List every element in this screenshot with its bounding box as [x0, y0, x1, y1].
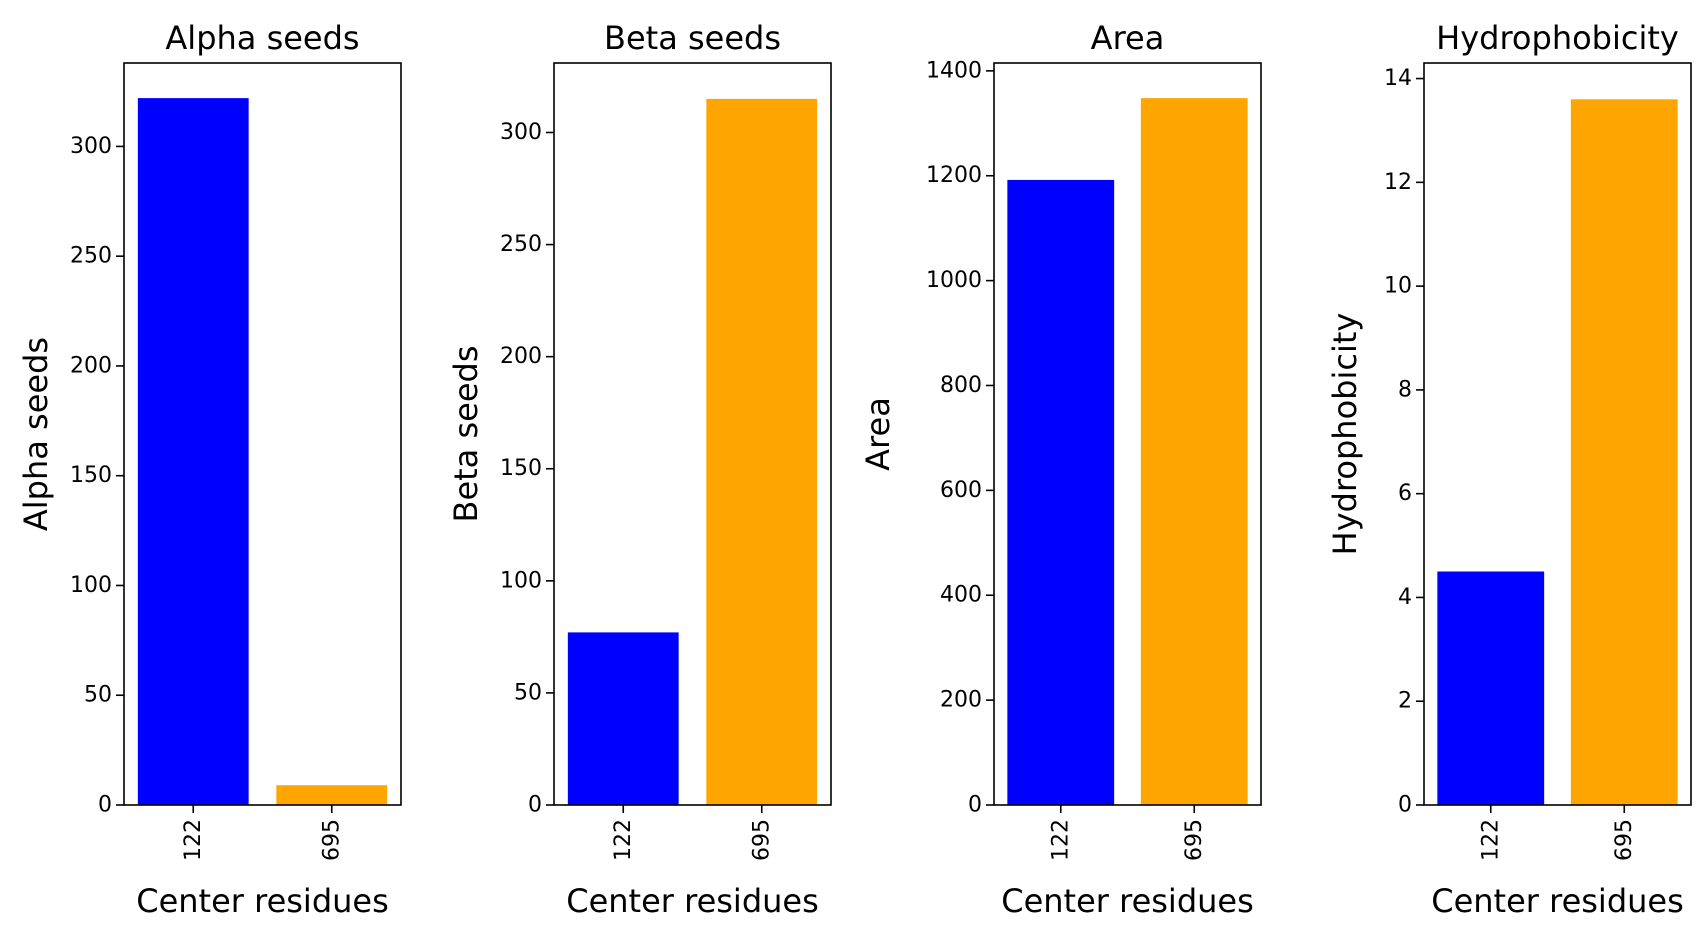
bar-695: [1570, 99, 1678, 806]
y-tick-label: 0: [98, 793, 112, 818]
axes-frame: [993, 62, 1262, 806]
subplot-3: 0 200 400 600 800 1000 1200 1400 122 695 Area Cente…: [859, 19, 1262, 920]
y-tick-label: 800: [940, 373, 982, 398]
y-tick-label: 10: [1384, 274, 1412, 299]
y-tick-label: 2: [1398, 689, 1412, 714]
x-tick-label: 695: [1182, 819, 1207, 861]
y-tick-label: 8: [1398, 377, 1412, 402]
y-tick-label: 250: [500, 232, 542, 257]
bar-122: [137, 98, 249, 805]
x-tick-label: 122: [611, 819, 636, 861]
axes-frame: [553, 62, 832, 806]
bar-695: [706, 98, 818, 806]
y-tick-label: 400: [940, 583, 982, 608]
y-tick-label: 4: [1398, 585, 1412, 610]
y-tick-label: 6: [1398, 481, 1412, 506]
x-tick-label: 122: [181, 819, 206, 861]
x-axis-label: Center residues: [1001, 882, 1254, 920]
y-tick-label: 50: [84, 683, 112, 708]
y-tick-label: 0: [968, 793, 982, 818]
bar-122: [1007, 179, 1115, 805]
chart-title: Alpha seeds: [165, 19, 359, 57]
y-axis-label: Hydrophobicity: [1326, 313, 1364, 556]
y-tick-label: 600: [940, 478, 982, 503]
axes-frame: [1423, 62, 1692, 806]
y-tick-label: 0: [1398, 793, 1412, 818]
x-axis-label: Center residues: [566, 882, 819, 920]
x-axis-label: Center residues: [136, 882, 389, 920]
bar-122: [1437, 571, 1545, 805]
y-axis-label: Area: [859, 397, 897, 471]
y-tick-label: 50: [514, 680, 542, 705]
y-tick-label: 250: [70, 244, 112, 269]
bar-122: [567, 632, 679, 805]
y-tick-label: 300: [70, 134, 112, 159]
y-tick-label: 200: [70, 353, 112, 378]
y-tick-label: 200: [500, 344, 542, 369]
y-tick-label: 0: [528, 793, 542, 818]
y-tick-label: 150: [70, 463, 112, 488]
chart-title: Area: [1091, 19, 1165, 57]
axes-frame: [123, 62, 402, 806]
y-tick-label: 100: [70, 573, 112, 598]
subplot-1: 0 50 100 150 200 250 300 122 695 Alpha seeds Cente…: [17, 19, 402, 920]
y-axis-label: Alpha seeds: [17, 337, 55, 531]
y-tick-label: 14: [1384, 66, 1412, 91]
x-tick-label: 695: [749, 819, 774, 861]
bar-695: [276, 785, 388, 805]
y-tick-label: 300: [500, 120, 542, 145]
y-tick-label: 12: [1384, 170, 1412, 195]
y-tick-label: 1000: [926, 268, 982, 293]
bar-695: [1140, 98, 1248, 806]
subplot-2: 0 50 100 150 200 250 300 122 695 Beta seeds Center…: [447, 19, 832, 920]
y-tick-label: 150: [500, 456, 542, 481]
x-tick-label: 122: [1048, 819, 1073, 861]
y-tick-label: 200: [940, 688, 982, 713]
chart-title: Hydrophobicity: [1436, 19, 1679, 57]
y-tick-label: 100: [500, 568, 542, 593]
x-tick-label: 695: [319, 819, 344, 861]
y-tick-label: 1200: [926, 163, 982, 188]
y-axis-label: Beta seeds: [447, 346, 485, 523]
x-tick-label: 695: [1612, 819, 1637, 861]
subplot-4: 0 2 4 6 8 10 12 14 122 695 Hydrophobicity Center re…: [1326, 19, 1692, 920]
y-tick-label: 1400: [926, 58, 982, 83]
x-axis-label: Center residues: [1431, 882, 1684, 920]
chart-title: Beta seeds: [604, 19, 781, 57]
x-tick-label: 122: [1478, 819, 1503, 861]
